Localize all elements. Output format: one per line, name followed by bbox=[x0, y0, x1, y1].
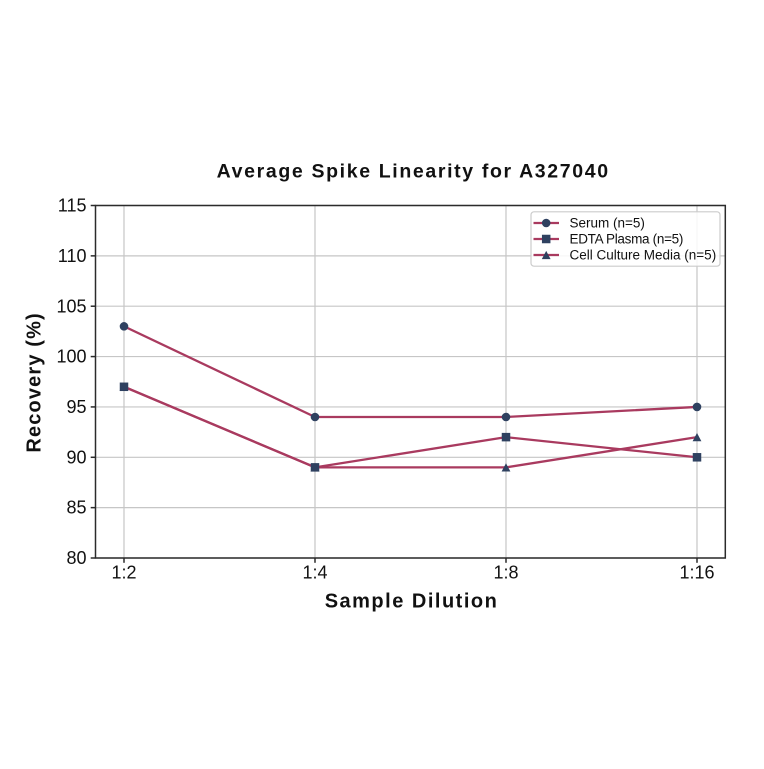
svg-text:95: 95 bbox=[66, 397, 86, 417]
svg-text:110: 110 bbox=[58, 246, 87, 266]
svg-text:Sample Dilution: Sample Dilution bbox=[325, 591, 499, 613]
svg-text:Recovery (%): Recovery (%) bbox=[23, 312, 45, 453]
svg-text:115: 115 bbox=[58, 196, 87, 216]
svg-text:100: 100 bbox=[56, 347, 86, 367]
svg-text:1:8: 1:8 bbox=[493, 562, 518, 582]
svg-text:1:16: 1:16 bbox=[679, 562, 714, 582]
svg-text:85: 85 bbox=[66, 498, 86, 518]
svg-text:90: 90 bbox=[66, 447, 86, 467]
svg-text:EDTA Plasma (n=5): EDTA Plasma (n=5) bbox=[570, 232, 684, 247]
svg-text:Serum (n=5): Serum (n=5) bbox=[570, 216, 645, 231]
svg-text:80: 80 bbox=[66, 548, 86, 568]
svg-text:1:2: 1:2 bbox=[111, 562, 136, 582]
svg-text:Cell Culture Media (n=5): Cell Culture Media (n=5) bbox=[570, 248, 717, 263]
svg-text:1:4: 1:4 bbox=[302, 562, 327, 582]
svg-text:105: 105 bbox=[56, 296, 86, 316]
svg-text:Average Spike Linearity for A3: Average Spike Linearity for A327040 bbox=[217, 161, 610, 183]
